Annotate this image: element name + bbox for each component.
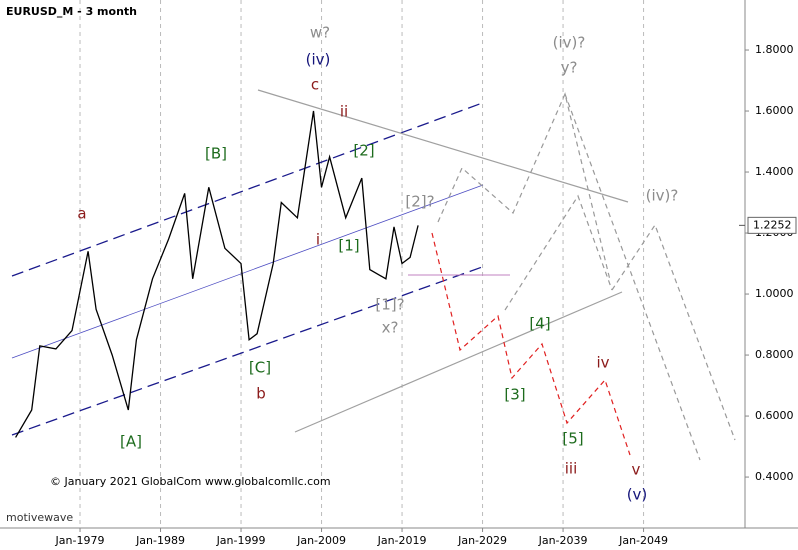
- wave-label: iii: [565, 460, 578, 478]
- wave-label: [2]: [353, 142, 374, 160]
- wave-label: b: [256, 385, 266, 403]
- y-tick-label: 0.4000: [755, 470, 794, 483]
- wave-label: [1]?: [375, 296, 404, 314]
- last-price-label: 1.2252: [753, 218, 792, 231]
- y-tick-label: 0.6000: [755, 409, 794, 422]
- wave-label: [A]: [120, 433, 142, 451]
- projection-red: [431, 232, 631, 456]
- x-tick-label: Jan-1989: [135, 534, 185, 547]
- wave-label: c: [311, 76, 319, 94]
- x-tick-label: Jan-1979: [55, 534, 105, 547]
- trend-line-bottom: [294, 291, 623, 433]
- watermark: motivewave: [6, 511, 73, 524]
- wave-label: x?: [382, 319, 399, 337]
- x-tick-label: Jan-2029: [457, 534, 507, 547]
- wave-label: [3]: [504, 386, 525, 404]
- price-line: [15, 110, 419, 438]
- x-tick-label: Jan-2019: [377, 534, 427, 547]
- copyright: © January 2021 GlobalCom www.globalcomll…: [50, 475, 331, 488]
- wave-lines: [11, 89, 736, 461]
- channel-lower: [11, 265, 486, 436]
- wave-label: iv: [596, 354, 609, 372]
- wave-label: (iv): [306, 51, 331, 69]
- wave-label: [2]?: [405, 193, 434, 211]
- wave-label: y?: [561, 59, 578, 77]
- wave-label: [C]: [249, 359, 271, 377]
- channel-middle: [11, 184, 484, 359]
- wave-label: a: [77, 205, 86, 223]
- projection-gray: [437, 92, 611, 281]
- wave-label: [B]: [205, 145, 227, 163]
- x-tick-label: Jan-2039: [538, 534, 588, 547]
- wave-label: i: [316, 231, 320, 249]
- wave-label: v: [632, 461, 641, 479]
- x-tick-label: Jan-2009: [296, 534, 346, 547]
- y-tick-label: 1.4000: [755, 165, 794, 178]
- wave-label: [5]: [562, 430, 583, 448]
- wave-label: w?: [310, 24, 330, 42]
- trend-line-top: [257, 89, 629, 203]
- channel-upper: [11, 101, 486, 277]
- x-tick-label: Jan-1999: [216, 534, 266, 547]
- y-tick-label: 1.6000: [755, 104, 794, 117]
- wave-label: [1]: [338, 237, 359, 255]
- y-tick-label: 1.8000: [755, 43, 794, 56]
- wave-label: (iv)?: [646, 187, 679, 205]
- wave-label: [4]: [529, 315, 550, 333]
- chart-title: EURUSD_M - 3 month: [6, 5, 137, 18]
- projection-gray: [504, 194, 613, 311]
- y-tick-label: 1.0000: [755, 287, 794, 300]
- x-tick-label: Jan-2049: [618, 534, 668, 547]
- wave-label: (v): [627, 486, 648, 504]
- wave-label: (iv)?: [553, 34, 586, 52]
- y-tick-label: 0.8000: [755, 348, 794, 361]
- projection-gray: [564, 93, 701, 461]
- last-price-box: [747, 216, 797, 234]
- wave-label: ii: [340, 103, 348, 121]
